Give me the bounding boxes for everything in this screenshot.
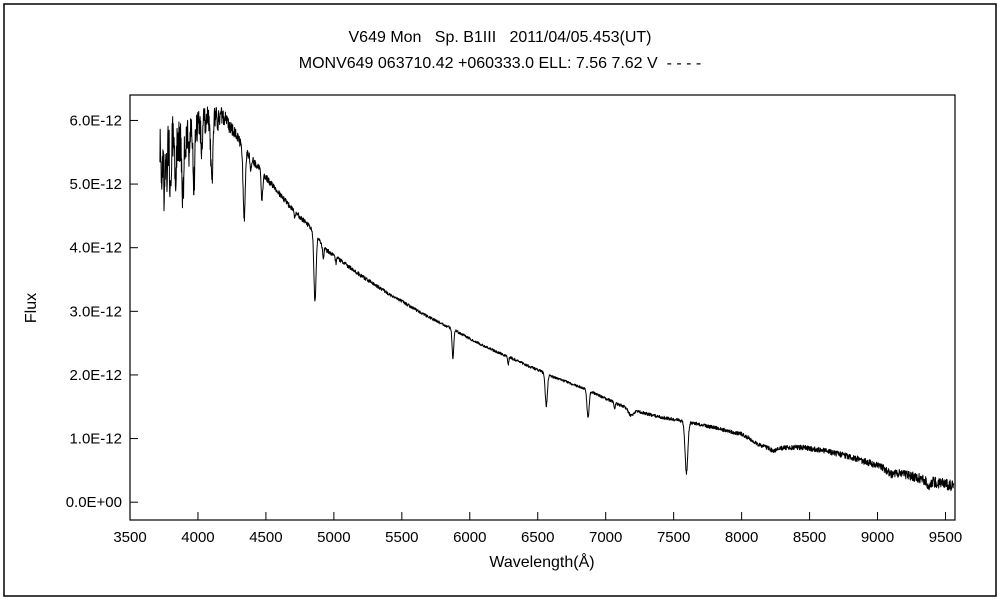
svg-text:3.0E-12: 3.0E-12 — [69, 303, 122, 320]
chart-title-line1: V649 Mon Sp. B1III 2011/04/05.453(UT) — [349, 29, 652, 46]
y-axis-ticks: 0.0E+00 1.0E-12 2.0E-12 3.0E-12 4.0E-12 5.0E-… — [66, 112, 138, 511]
spectrum-trace — [159, 106, 955, 492]
svg-text:6.0E-12: 6.0E-12 — [69, 112, 122, 129]
svg-text:5000: 5000 — [317, 529, 350, 546]
svg-text:0.0E+00: 0.0E+00 — [66, 494, 122, 511]
svg-text:8000: 8000 — [725, 529, 758, 546]
chart-title-line2: MONV649 063710.42 +060333.0 ELL: 7.56 7.… — [299, 55, 701, 72]
x-axis-ticks: 3500 4000 4500 5000 5500 6000 6500 7000 7500 8000… — [113, 512, 962, 546]
svg-text:9500: 9500 — [929, 529, 962, 546]
figure-border — [3, 3, 997, 597]
svg-text:1.0E-12: 1.0E-12 — [69, 431, 122, 448]
plot-frame — [129, 94, 956, 521]
svg-text:4.0E-12: 4.0E-12 — [69, 240, 122, 257]
svg-text:3500: 3500 — [113, 529, 146, 546]
y-axis-label: Flux — [23, 293, 40, 323]
svg-text:6000: 6000 — [453, 529, 486, 546]
svg-text:9000: 9000 — [861, 529, 894, 546]
svg-text:7000: 7000 — [589, 529, 622, 546]
svg-text:7500: 7500 — [657, 529, 690, 546]
svg-text:5.0E-12: 5.0E-12 — [69, 176, 122, 193]
svg-text:5500: 5500 — [385, 529, 418, 546]
svg-text:8500: 8500 — [793, 529, 826, 546]
svg-text:4000: 4000 — [181, 529, 214, 546]
svg-text:4500: 4500 — [249, 529, 282, 546]
svg-text:2.0E-12: 2.0E-12 — [69, 367, 122, 384]
x-axis-label: Wavelength(Å) — [489, 552, 594, 571]
svg-text:6500: 6500 — [521, 529, 554, 546]
